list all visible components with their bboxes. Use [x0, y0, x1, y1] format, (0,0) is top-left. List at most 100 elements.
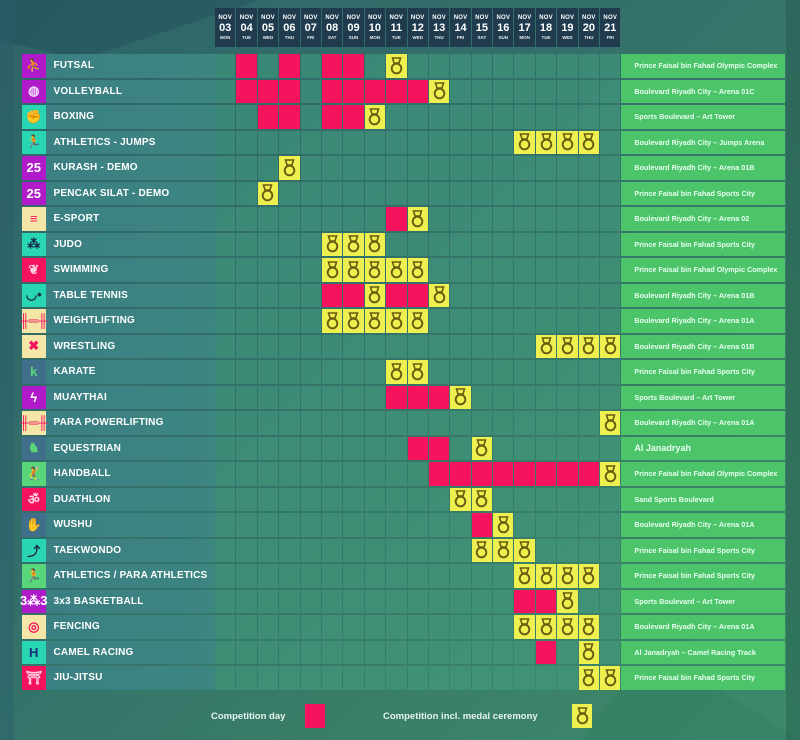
competition-day-cell: [407, 79, 428, 103]
empty-day-cell: [535, 181, 557, 205]
medal-icon: [262, 184, 274, 202]
empty-day-cell: [279, 487, 300, 511]
empty-day-cell: [279, 513, 300, 537]
empty-day-cell: [471, 258, 493, 282]
empty-day-cell: [321, 411, 343, 435]
day-cells: [215, 283, 621, 307]
date-weekday: THU: [584, 34, 594, 40]
date-day: 12: [411, 21, 424, 34]
empty-day-cell: [557, 232, 578, 256]
empty-day-cell: [215, 130, 236, 154]
competition-day-cell: [236, 79, 257, 103]
medal-ceremony-cell: [386, 54, 407, 78]
sport-label-cell: 🤾 HANDBALL: [22, 462, 215, 486]
empty-day-cell: [535, 54, 557, 78]
sport-row: ♞ EQUESTRIAN Al Janadryah: [22, 436, 786, 460]
sport-label-cell: ╫═╫ WEIGHTLIFTING: [20, 309, 215, 333]
date-weekday: FRI: [606, 34, 614, 40]
empty-day-cell: [493, 207, 514, 231]
empty-day-cell: [386, 640, 407, 664]
empty-day-cell: [364, 360, 386, 384]
date-month: NOV: [496, 14, 511, 21]
empty-day-cell: [300, 564, 321, 588]
sport-label-cell: ϟ MUAYTHAI: [22, 385, 215, 409]
empty-day-cell: [343, 130, 364, 154]
empty-day-cell: [535, 258, 557, 282]
competition-day-cell: [450, 462, 471, 486]
medal-ceremony-cell: [535, 130, 557, 154]
medal-icon: [411, 260, 424, 279]
empty-day-cell: [407, 513, 428, 537]
empty-day-cell: [300, 538, 321, 562]
sport-row: 🤾 HANDBALL Prince Faisal bin Fahad Olympic…: [22, 462, 786, 486]
empty-day-cell: [535, 487, 557, 511]
date-header-cell: NOV 04 TUE: [236, 8, 257, 47]
sport-name: KARATE: [53, 366, 96, 378]
empty-day-cell: [257, 615, 279, 639]
empty-day-cell: [578, 309, 600, 333]
camel-racing-icon: H: [22, 640, 46, 664]
empty-day-cell: [257, 258, 279, 282]
venue-label: Boulevard Riyadh City – Arena 01A: [621, 513, 786, 537]
competition-day-cell: [386, 207, 407, 231]
empty-day-cell: [279, 207, 300, 231]
empty-day-cell: [386, 538, 407, 562]
empty-day-cell: [578, 487, 600, 511]
sport-row: ◎ FENCING Boulevard Riyadh City – Arena 01…: [22, 615, 786, 639]
empty-day-cell: [428, 232, 450, 256]
sport-row: ❦ SWIMMING Prince Faisal bin Fahad Olympic…: [22, 258, 786, 282]
empty-day-cell: [236, 462, 257, 486]
day-cells: [215, 462, 621, 486]
legend-medal-swatch: [572, 704, 592, 728]
competition-day-cell: [279, 54, 300, 78]
empty-day-cell: [450, 360, 471, 384]
basketball-3x3-icon: 3⁂3: [20, 589, 47, 613]
empty-day-cell: [514, 436, 535, 460]
empty-day-cell: [428, 156, 450, 180]
empty-day-cell: [279, 385, 300, 409]
empty-day-cell: [471, 334, 493, 358]
date-month: NOV: [303, 14, 318, 21]
competition-day-cell: [407, 385, 428, 409]
empty-day-cell: [428, 334, 450, 358]
empty-day-cell: [236, 436, 257, 460]
empty-day-cell: [364, 640, 386, 664]
medal-ceremony-cell: [514, 615, 535, 639]
empty-day-cell: [407, 640, 428, 664]
medal-ceremony-cell: [471, 487, 493, 511]
legend-competition-swatch: [305, 704, 325, 728]
right-edge-strip: [786, 0, 800, 740]
medal-ceremony-cell: [578, 615, 600, 639]
date-weekday: MON: [369, 34, 381, 40]
date-month: NOV: [453, 14, 468, 21]
empty-day-cell: [493, 334, 514, 358]
empty-day-cell: [257, 640, 279, 664]
empty-day-cell: [471, 156, 493, 180]
empty-day-cell: [578, 385, 600, 409]
sport-row: ⤴ TAEKWONDO Prince Faisal bin Fahad Sports…: [22, 538, 786, 562]
empty-day-cell: [215, 462, 236, 486]
medal-ceremony-cell: [493, 538, 514, 562]
medal-icon: [540, 566, 552, 585]
empty-day-cell: [428, 105, 450, 129]
empty-day-cell: [578, 283, 600, 307]
empty-day-cell: [493, 54, 514, 78]
swimming-icon: ❦: [22, 258, 46, 282]
day-cells: [215, 334, 621, 358]
empty-day-cell: [471, 666, 493, 690]
empty-day-cell: [321, 181, 343, 205]
empty-day-cell: [321, 156, 343, 180]
empty-day-cell: [300, 130, 321, 154]
empty-day-cell: [343, 156, 364, 180]
sport-name: KURASH - DEMO: [53, 162, 138, 174]
empty-day-cell: [300, 309, 321, 333]
empty-day-cell: [578, 105, 600, 129]
medal-ceremony-cell: [578, 564, 600, 588]
day-cells: [215, 207, 621, 231]
medal-ceremony-cell: [600, 334, 621, 358]
empty-day-cell: [600, 538, 621, 562]
sport-name: TABLE TENNIS: [53, 289, 128, 301]
empty-day-cell: [279, 258, 300, 282]
empty-day-cell: [321, 436, 343, 460]
medal-icon: [604, 337, 616, 355]
